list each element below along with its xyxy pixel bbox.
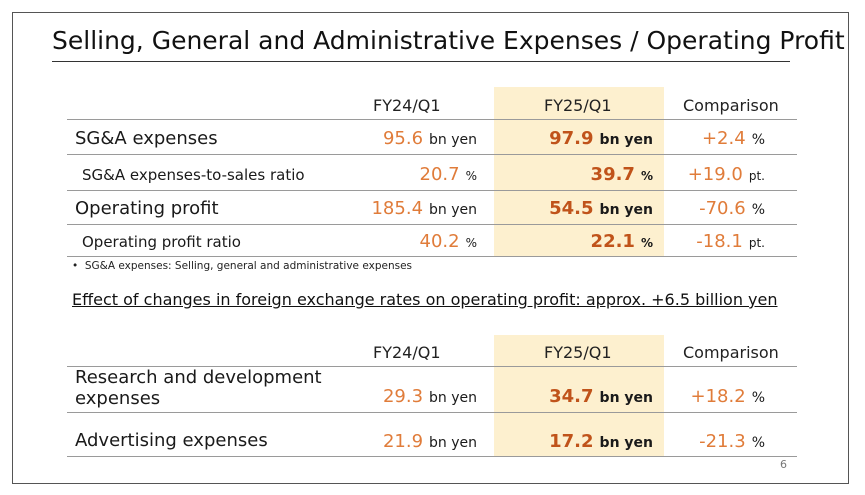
row-rnd-fy24: 29.3 bn yen <box>382 386 477 407</box>
row-rnd-comparison: +18.2% <box>690 386 765 407</box>
table1-header-divider <box>67 119 797 120</box>
fx-effect-note: Effect of changes in foreign exchange ra… <box>72 290 778 309</box>
table1-bottom-line <box>67 256 797 257</box>
row-advertising-comparison: -21.3% <box>699 431 765 452</box>
row-divider <box>67 224 797 225</box>
row-sga-ratio-fy24: 20.7% <box>419 164 477 185</box>
page-number: 6 <box>780 458 787 471</box>
row-op-profit-fy24: 185.4 bn yen <box>371 198 477 219</box>
row-op-ratio-label: Operating profit ratio <box>82 233 241 251</box>
row-sga-ratio-fy25: 39.7% <box>590 164 653 185</box>
row-sga-comparison: +2.4% <box>701 128 765 149</box>
table2-header-divider <box>67 366 797 367</box>
fy25-column-highlight-2 <box>494 335 664 456</box>
row-sga-label: SG&A expenses <box>75 128 218 149</box>
row-rnd-fy25: 34.7 bn yen <box>549 386 653 407</box>
row-divider <box>67 154 797 155</box>
row-advertising-fy25: 17.2 bn yen <box>549 431 653 452</box>
slide-frame <box>12 12 849 484</box>
row-advertising-fy24: 21.9 bn yen <box>382 431 477 452</box>
table2-bottom-line <box>67 456 797 457</box>
row-divider <box>67 412 797 413</box>
table1-header-comparison: Comparison <box>683 96 779 115</box>
row-op-profit-fy25: 54.5 bn yen <box>549 198 653 219</box>
table2-header-comparison: Comparison <box>683 343 779 362</box>
row-op-ratio-fy24: 40.2% <box>419 231 477 252</box>
row-sga-fy24: 95.6 bn yen <box>382 128 477 149</box>
table1-header-fy25: FY25/Q1 <box>544 96 612 115</box>
row-op-ratio-comparison: -18.1 pt. <box>696 231 765 252</box>
row-sga-ratio-comparison: +19.0 pt. <box>687 164 765 185</box>
title-underline <box>52 61 790 62</box>
slide-title: Selling, General and Administrative Expe… <box>52 26 845 55</box>
row-advertising-label: Advertising expenses <box>75 430 268 451</box>
row-op-profit-comparison: -70.6% <box>699 198 765 219</box>
row-op-profit-label: Operating profit <box>75 198 219 219</box>
row-sga-ratio-label: SG&A expenses-to-sales ratio <box>82 166 305 184</box>
table2-header-fy25: FY25/Q1 <box>544 343 612 362</box>
footnote: • SG&A expenses: Selling, general and ad… <box>72 260 413 272</box>
row-divider <box>67 190 797 191</box>
row-sga-fy25: 97.9 bn yen <box>549 128 653 149</box>
table2-header-fy24: FY24/Q1 <box>373 343 441 362</box>
table1-header-fy24: FY24/Q1 <box>373 96 441 115</box>
row-rnd-label: Research and development expenses <box>75 367 322 409</box>
fy25-column-highlight <box>494 87 664 257</box>
row-op-ratio-fy25: 22.1% <box>590 231 653 252</box>
